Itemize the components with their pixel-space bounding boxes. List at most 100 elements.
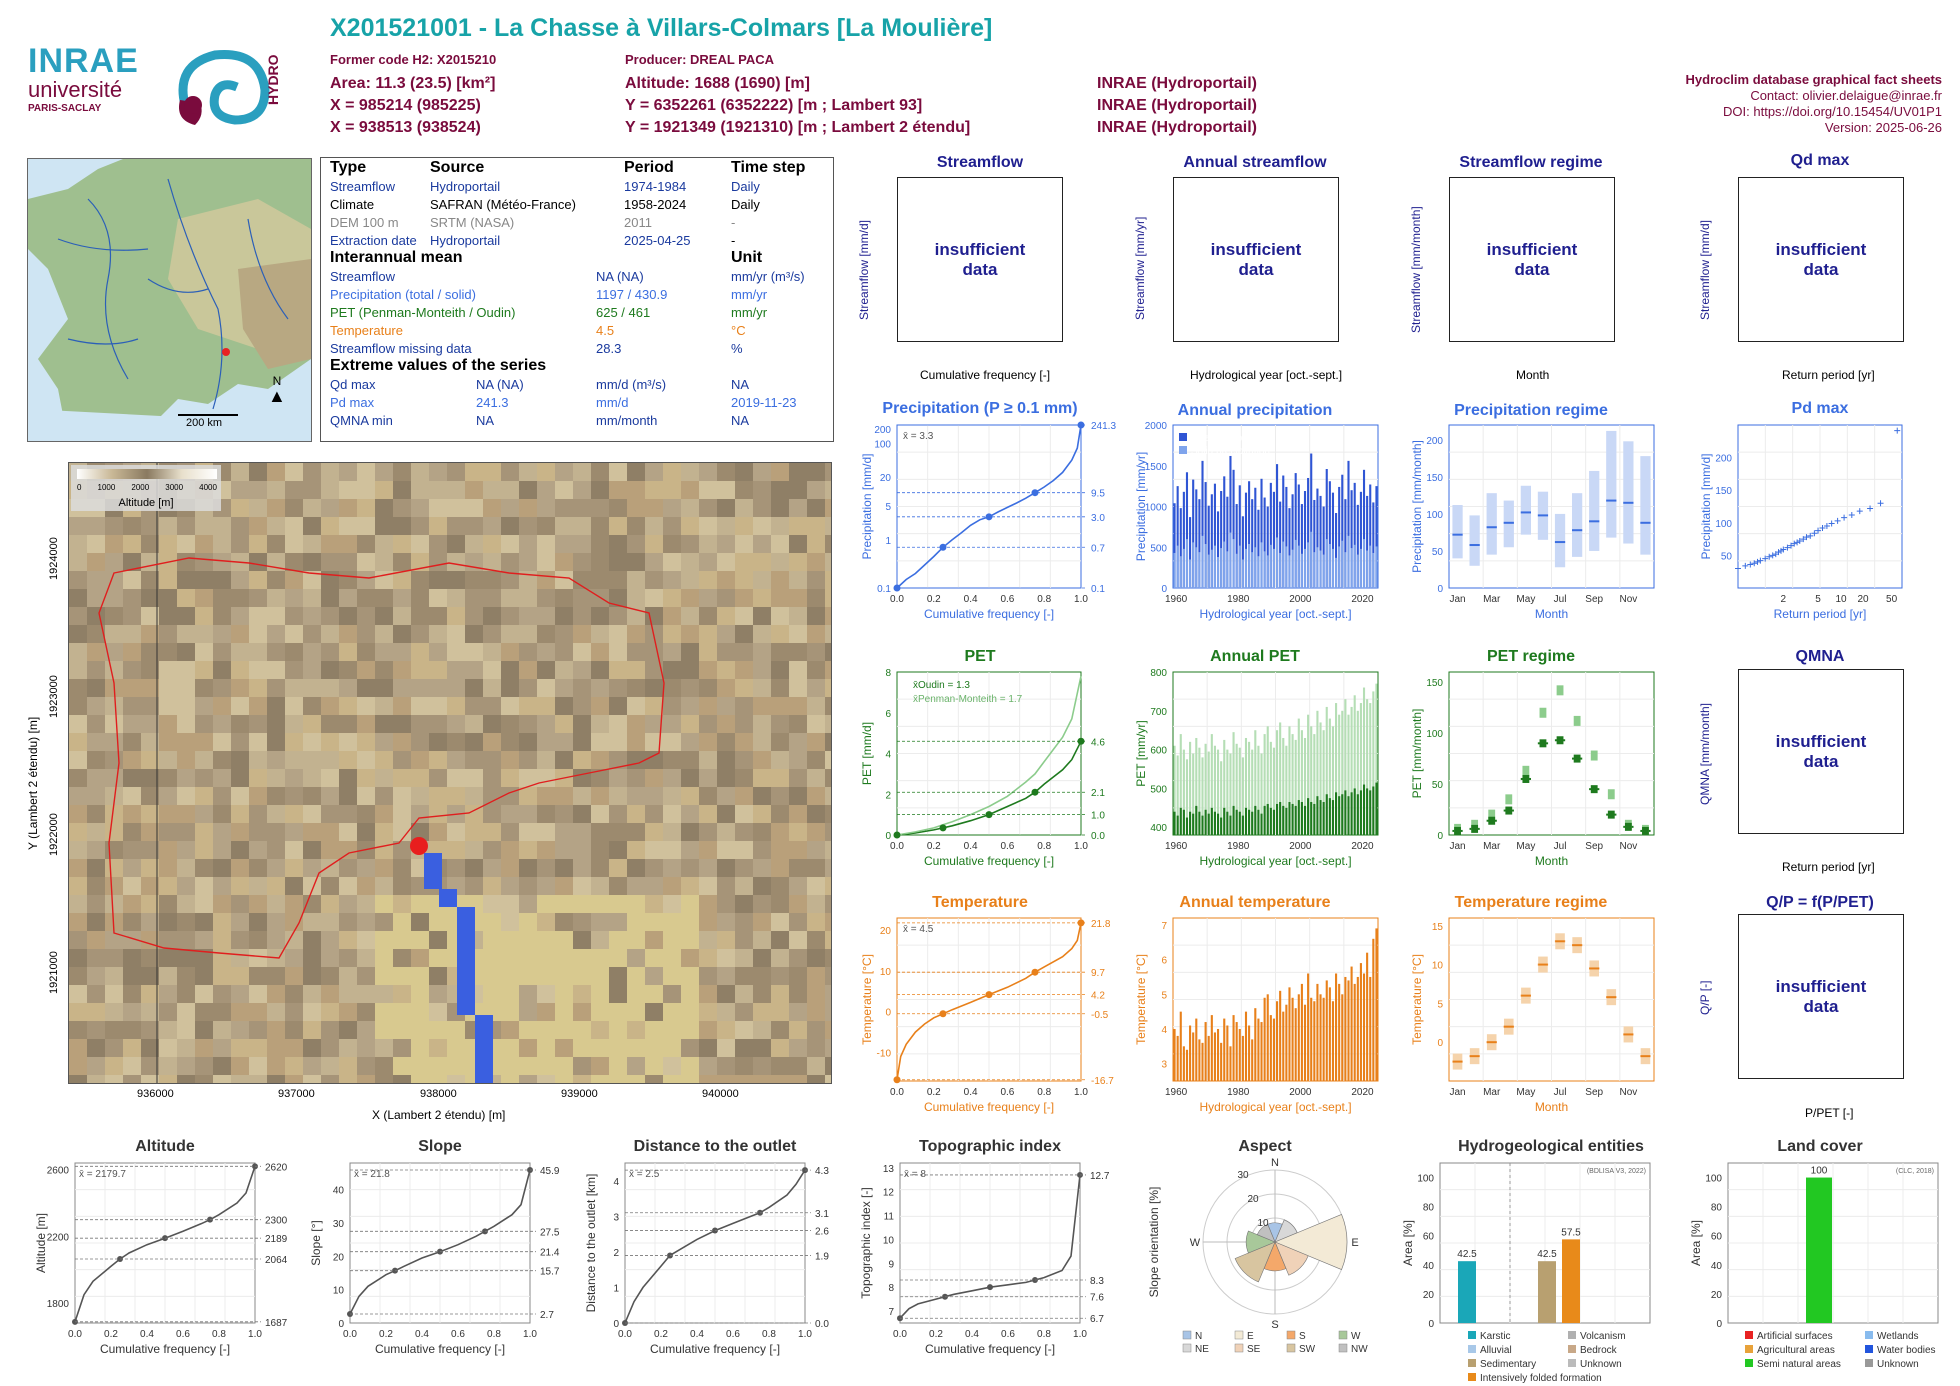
dem-cell	[663, 715, 681, 733]
dem-cell	[411, 553, 429, 571]
annual-bar	[1310, 802, 1313, 835]
dem-cell	[591, 715, 609, 733]
quantile-label: 4.2	[1091, 991, 1105, 1002]
dem-cell	[285, 697, 303, 715]
producer: Producer: DREAL PACA	[625, 52, 775, 67]
legend-label: Solid precipitation	[1191, 446, 1270, 457]
regime-box-pm	[1573, 715, 1581, 726]
x-lambert2: X = 938513 (938524)	[330, 119, 481, 136]
regime-box-pm	[1556, 685, 1564, 696]
source-2: INRAE (Hydroportail)	[1097, 97, 1257, 114]
dem-cell	[681, 769, 699, 787]
dem-cell	[519, 661, 537, 679]
dem-cell	[771, 697, 789, 715]
annual-bar	[1235, 553, 1238, 588]
annual-bar	[1322, 802, 1325, 835]
ytick-label: 1	[613, 1283, 619, 1294]
dem-cell	[555, 715, 573, 733]
doi-link[interactable]: DOI: https://doi.org/10.15454/UV01P1	[1723, 104, 1942, 119]
dem-cell	[249, 787, 267, 805]
regime-box	[1640, 456, 1651, 555]
dem-cell	[645, 535, 663, 553]
dem-cell	[447, 463, 465, 481]
annual-bar	[1223, 807, 1226, 835]
ytick-label: 60	[1711, 1232, 1723, 1243]
ytick-label: 150	[1426, 473, 1443, 484]
dem-cell	[501, 589, 519, 607]
dem-cell	[393, 481, 411, 499]
annual-bar	[1266, 803, 1269, 835]
dem-cell	[303, 697, 321, 715]
dem-cell	[555, 661, 573, 679]
dem-cell	[537, 679, 555, 697]
ytick-label: 11	[884, 1212, 895, 1223]
annual-bar	[1362, 784, 1366, 835]
hydro-bar-Intensively folded formation	[1562, 1239, 1580, 1323]
quantile-label: 1687	[265, 1318, 288, 1329]
dem-cell	[681, 751, 699, 769]
dem-cell	[285, 715, 303, 733]
dem-cell	[717, 787, 735, 805]
annual-bar	[1282, 805, 1285, 835]
dem-cell	[195, 535, 213, 553]
dem-cell	[789, 625, 807, 643]
regime-box-oudin	[1522, 774, 1530, 783]
dem-cell	[321, 481, 339, 499]
annual-bar	[1229, 815, 1232, 835]
legend-swatch	[1745, 1345, 1753, 1353]
dem-cell	[735, 463, 753, 481]
dem-cell	[411, 517, 429, 535]
annual-bar	[1335, 792, 1338, 835]
dem-cell	[447, 643, 465, 661]
dem-cell	[555, 535, 573, 553]
dem-cell	[663, 517, 681, 535]
dem-cell	[105, 517, 123, 535]
legend-label: W	[1351, 1331, 1361, 1342]
annual-bar	[1366, 788, 1369, 835]
annual-bar	[1260, 542, 1263, 588]
dem-cell	[411, 499, 429, 517]
dem-cell	[789, 661, 807, 679]
dem-cell	[789, 499, 807, 517]
dem-cell	[753, 607, 771, 625]
dem-cell	[447, 535, 465, 553]
dem-cell	[177, 643, 195, 661]
dem-cell	[771, 589, 789, 607]
info-cell: 2025-04-25	[624, 233, 691, 248]
dem-cell	[195, 787, 213, 805]
dem-cell	[465, 607, 483, 625]
dem-cell	[717, 715, 735, 733]
dem-cell	[375, 535, 393, 553]
dem-cell	[591, 751, 609, 769]
dem-cell	[789, 589, 807, 607]
dem-cell	[717, 589, 735, 607]
dem-cell	[555, 553, 573, 571]
dem-cell	[573, 607, 591, 625]
dem-cell	[483, 625, 501, 643]
dem-cell	[429, 463, 447, 481]
overview-map: 200 km N ▲	[27, 158, 312, 442]
dem-cell	[555, 607, 573, 625]
dem-cell	[357, 607, 375, 625]
regime-box-pm	[1539, 707, 1547, 718]
xtick-label: 0.8	[212, 1329, 226, 1340]
dem-cell	[429, 733, 447, 751]
xtick-label: Mar	[1483, 841, 1501, 852]
info-header-period: Period	[624, 159, 674, 176]
dem-cell	[681, 499, 699, 517]
dem-cell	[393, 715, 411, 733]
dem-cell	[663, 661, 681, 679]
dem-cell	[753, 769, 771, 787]
annual-bar	[1319, 550, 1322, 588]
dem-cell	[555, 517, 573, 535]
dem-cell	[339, 823, 357, 841]
dem-cell	[411, 787, 429, 805]
legend-label: Bedrock	[1580, 1345, 1618, 1356]
dem-cell	[267, 571, 285, 589]
interannual-cell: Streamflow	[330, 269, 396, 284]
annual-bar	[1300, 553, 1303, 588]
dem-cell	[753, 463, 771, 481]
dem-cell	[87, 625, 105, 643]
annual-bar	[1335, 973, 1338, 1081]
